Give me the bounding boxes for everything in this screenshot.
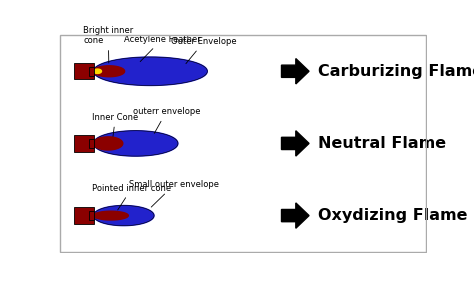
Bar (90, 211, 94, 220)
Polygon shape (93, 211, 128, 220)
Bar (74, 135, 94, 152)
Text: outerr envelope: outerr envelope (133, 107, 200, 133)
Polygon shape (93, 206, 154, 226)
Bar (90, 139, 94, 148)
Polygon shape (282, 131, 309, 156)
Bar (90, 67, 94, 76)
Polygon shape (282, 203, 309, 228)
Text: Inner Cone: Inner Cone (92, 112, 138, 137)
Text: Acetylene Feather: Acetylene Feather (124, 35, 201, 62)
Polygon shape (93, 131, 178, 156)
Text: Oxydizing Flame: Oxydizing Flame (318, 208, 468, 223)
Polygon shape (93, 69, 101, 74)
Bar (74, 207, 94, 224)
Text: Pointed inner cone: Pointed inner cone (92, 184, 172, 210)
Polygon shape (282, 59, 309, 84)
Polygon shape (118, 67, 182, 75)
Bar (74, 63, 94, 80)
Polygon shape (93, 66, 125, 77)
Polygon shape (93, 137, 123, 150)
Text: Outer Envelope: Outer Envelope (171, 37, 237, 64)
Polygon shape (93, 57, 207, 85)
Text: Bright inner
cone: Bright inner cone (83, 26, 133, 63)
Text: Neutral Flame: Neutral Flame (318, 136, 447, 151)
Text: Carburizing Flame: Carburizing Flame (318, 64, 474, 79)
Text: Small outer envelope: Small outer envelope (129, 180, 219, 207)
